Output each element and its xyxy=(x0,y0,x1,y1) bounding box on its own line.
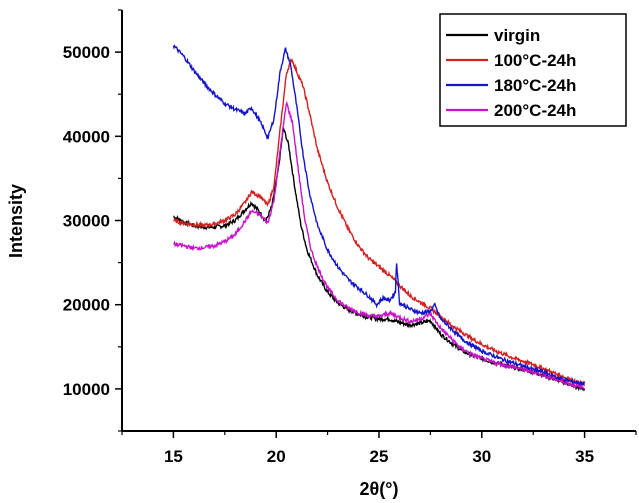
legend-label-1: 100°C-24h xyxy=(494,51,576,70)
legend-items: virgin 100°C-24h 180°C-24h 200°C-24h xyxy=(446,26,576,120)
y-tick-label: 20000 xyxy=(63,296,110,315)
x-tick-label: 30 xyxy=(472,447,491,466)
series-line-3 xyxy=(173,100,586,390)
x-tick-label: 35 xyxy=(575,447,594,466)
x-tick-label: 20 xyxy=(267,447,286,466)
legend: virgin 100°C-24h 180°C-24h 200°C-24h xyxy=(439,13,627,127)
x-axis-title: 2θ(°) xyxy=(360,479,399,499)
series-group xyxy=(172,44,586,392)
series-line-2 xyxy=(172,44,586,387)
series-line-0 xyxy=(173,125,586,392)
legend-label-2: 180°C-24h xyxy=(494,76,576,95)
y-tick-label: 30000 xyxy=(63,212,110,231)
y-tick-label: 50000 xyxy=(63,43,110,62)
legend-label-3: 200°C-24h xyxy=(494,101,576,120)
y-tick-label: 10000 xyxy=(63,380,110,399)
legend-box xyxy=(439,13,627,127)
series-line-1 xyxy=(173,58,586,387)
x-tick-label: 25 xyxy=(370,447,389,466)
x-tick-label: 15 xyxy=(164,447,183,466)
y-tick-label: 40000 xyxy=(63,127,110,146)
tick-group: 15 20 25 30 35 10000 20000 30000 40000 50000 xyxy=(63,9,637,466)
y-axis-title: Intensity xyxy=(6,184,26,258)
legend-label-0: virgin xyxy=(494,26,540,45)
